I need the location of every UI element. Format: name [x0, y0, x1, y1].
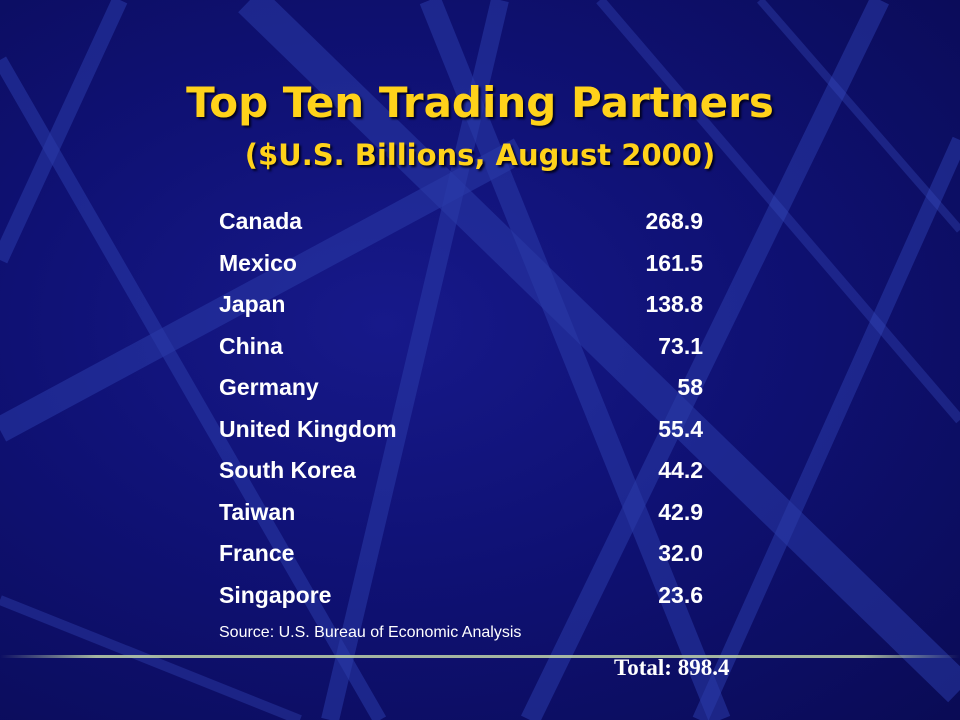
country-name: Canada [219, 208, 303, 234]
table-row: United Kingdom 55.4 [219, 410, 719, 452]
country-name: Taiwan [219, 498, 296, 525]
country-name: Japan [219, 291, 286, 317]
country-name: United Kingdom [219, 415, 397, 442]
country-name: Mexico [219, 249, 297, 276]
trading-partners-table: Canada 268.9 Mexico 161.5 Japan 138.8 Ch… [219, 202, 719, 617]
country-name: South Korea [219, 457, 356, 483]
trade-value: 55.4 [658, 415, 703, 442]
total-value: Total: 898.4 [614, 655, 730, 680]
trade-value: 23.6 [658, 581, 703, 608]
table-row: Taiwan 42.9 [219, 493, 719, 535]
trade-value: 42.9 [658, 498, 703, 525]
table-row: Canada 268.9 [219, 202, 719, 244]
table-row: South Korea 44.2 [219, 451, 719, 493]
table-row: Japan 138.8 [219, 285, 719, 327]
trade-value: 32.0 [658, 540, 703, 566]
slide-subtitle: ($U.S. Billions, August 2000) [244, 138, 716, 172]
trade-value: 73.1 [658, 332, 703, 359]
trade-value: 138.8 [645, 291, 703, 317]
trade-value: 268.9 [645, 208, 703, 234]
trade-value: 161.5 [645, 249, 703, 276]
divider [0, 655, 960, 658]
table-row: China 73.1 [219, 327, 719, 369]
country-name: France [219, 540, 295, 566]
table-row: Germany 58 [219, 368, 719, 410]
country-name: China [219, 332, 283, 359]
trade-value: 58 [677, 374, 703, 400]
country-name: Germany [219, 374, 319, 400]
slide-title: Top Ten Trading Partners [186, 78, 774, 127]
table-row: France 32.0 [219, 534, 719, 576]
trade-value: 44.2 [658, 457, 703, 483]
country-name: Singapore [219, 581, 332, 608]
table-row: Singapore 23.6 [219, 576, 719, 618]
source-note: Source: U.S. Bureau of Economic Analysis [219, 624, 522, 641]
table-row: Mexico 161.5 [219, 244, 719, 286]
